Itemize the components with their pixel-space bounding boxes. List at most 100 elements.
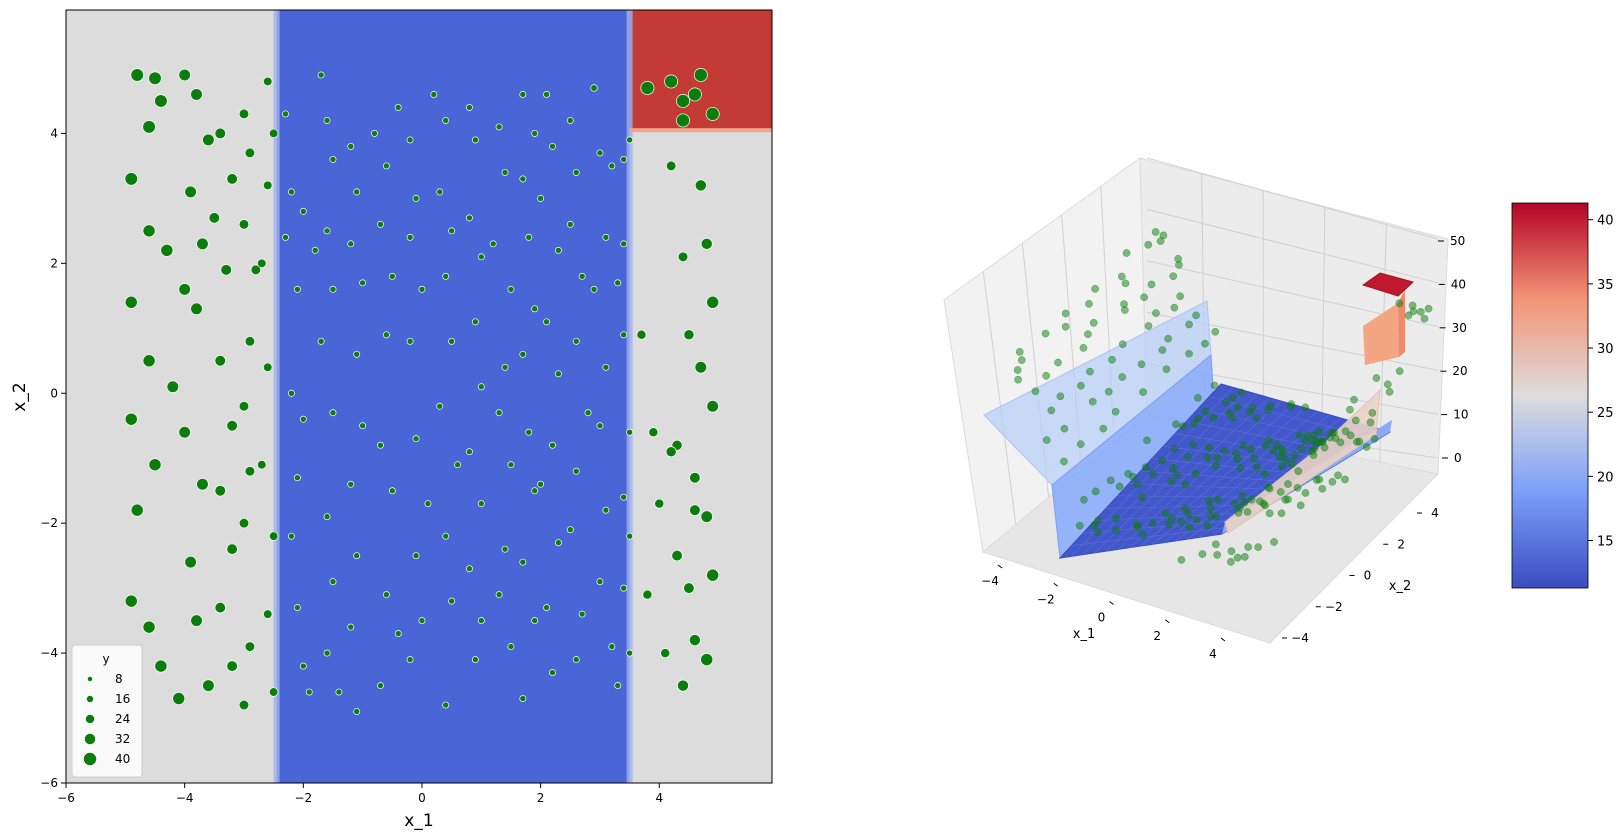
point-210 <box>665 160 677 172</box>
point-3d-5 <box>1117 272 1126 281</box>
point-38 <box>226 660 238 672</box>
y-tick-label: 4 <box>50 126 58 140</box>
point-3d-216 <box>1260 470 1269 478</box>
point-205 <box>636 329 647 340</box>
point-3d-99 <box>1138 493 1146 502</box>
point-184 <box>602 506 610 514</box>
point-3d-180 <box>1334 471 1342 480</box>
gridline <box>1146 208 1439 284</box>
point-3d-198 <box>1395 299 1404 308</box>
point-146 <box>531 129 539 137</box>
point-3d-4 <box>1122 249 1131 257</box>
point-3d-20 <box>1140 293 1148 302</box>
point-3d-206 <box>1309 451 1318 459</box>
point-123 <box>442 701 450 709</box>
x-tick-label: 4 <box>655 791 663 805</box>
point-86 <box>353 350 361 358</box>
point-116 <box>448 227 456 235</box>
x-tick-label: 0 <box>418 791 426 805</box>
point-12 <box>124 594 138 608</box>
point-3d-211 <box>1368 409 1377 417</box>
point-17 <box>190 88 203 101</box>
legend-marker <box>84 733 96 745</box>
point-178 <box>596 149 604 157</box>
point-3d-129 <box>1236 464 1245 472</box>
point-3d-194 <box>1277 509 1286 518</box>
point-29 <box>214 127 226 140</box>
point-3d-83 <box>1225 408 1234 417</box>
point-140 <box>495 409 503 417</box>
point-35 <box>214 484 226 497</box>
point-191 <box>614 279 622 287</box>
point-3d-52 <box>1162 365 1171 374</box>
point-3d-48 <box>1042 436 1051 444</box>
point-53 <box>263 362 273 372</box>
point-3d-114 <box>1286 402 1295 411</box>
point-3d-25 <box>1079 344 1088 352</box>
boundary-edge-top <box>629 128 772 133</box>
point-157 <box>549 142 556 150</box>
point-84 <box>347 240 355 248</box>
point-3d-221 <box>1315 428 1324 436</box>
point-45 <box>244 466 256 477</box>
point-3d-110 <box>1161 509 1170 518</box>
colorbar-tick-label: 30 <box>1597 342 1614 357</box>
point-211 <box>677 251 689 263</box>
point-3d-171 <box>1293 483 1302 492</box>
point-181 <box>590 285 598 293</box>
point-135 <box>495 123 503 131</box>
point-39 <box>238 108 250 120</box>
point-2 <box>154 94 168 108</box>
point-3d-32 <box>1144 322 1153 330</box>
point-3d-103 <box>1264 406 1273 414</box>
point-32 <box>220 264 232 276</box>
point-203 <box>705 106 720 121</box>
point-3d-154 <box>1203 521 1212 530</box>
point-3d-64 <box>1143 436 1151 445</box>
x-axis-label: x_1 <box>404 811 433 831</box>
point-154 <box>531 617 539 625</box>
point-50 <box>268 128 279 139</box>
point-0 <box>130 68 144 82</box>
point-3d-94 <box>1228 414 1237 423</box>
point-3d-144 <box>1185 523 1194 532</box>
point-3d-139 <box>1253 463 1261 472</box>
point-102 <box>394 103 402 111</box>
3d-x-tick-mark <box>1053 582 1059 587</box>
point-3d-212 <box>1351 416 1360 425</box>
point-3d-214 <box>1310 444 1319 453</box>
point-73 <box>329 155 337 163</box>
point-3d-220 <box>1346 405 1354 414</box>
point-3d-104 <box>1252 414 1261 423</box>
3d-z-tick-label: 0 <box>1454 451 1462 465</box>
point-148 <box>525 233 533 241</box>
point-138 <box>507 285 515 293</box>
3d-x-tick-label: 4 <box>1209 647 1217 661</box>
point-3d-36 <box>1077 381 1085 390</box>
point-3d-27 <box>1042 371 1050 380</box>
point-3d-175 <box>1227 547 1236 556</box>
3d-y-tick-label: −2 <box>1325 600 1343 614</box>
point-3d-163 <box>1240 498 1249 507</box>
point-3d-33 <box>1118 340 1127 349</box>
point-3d-126 <box>1273 441 1281 450</box>
point-48 <box>238 699 250 711</box>
point-78 <box>323 513 331 521</box>
point-228 <box>671 549 683 562</box>
3d-z-tick-label: 30 <box>1452 321 1467 335</box>
point-193 <box>626 428 634 436</box>
legend-label: 24 <box>115 712 130 726</box>
point-3d-116 <box>1261 441 1270 450</box>
point-3d-73 <box>1222 398 1230 407</box>
point-3d-131 <box>1206 503 1215 512</box>
point-189 <box>626 136 634 144</box>
point-9 <box>124 412 138 426</box>
point-74 <box>323 227 331 235</box>
legend-marker <box>83 752 97 766</box>
point-69 <box>299 662 307 670</box>
point-131 <box>477 500 485 508</box>
point-153 <box>519 558 527 566</box>
point-3d-168 <box>1336 438 1345 447</box>
point-130 <box>465 448 473 456</box>
